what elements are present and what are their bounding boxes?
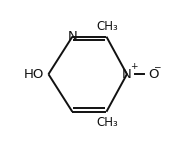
- Text: CH₃: CH₃: [96, 116, 118, 129]
- Text: HO: HO: [24, 68, 44, 81]
- Text: CH₃: CH₃: [96, 20, 118, 33]
- Text: N: N: [122, 68, 132, 81]
- Text: +: +: [130, 62, 137, 71]
- Text: N: N: [67, 30, 77, 43]
- Text: −: −: [153, 62, 161, 71]
- Text: O: O: [148, 68, 159, 81]
